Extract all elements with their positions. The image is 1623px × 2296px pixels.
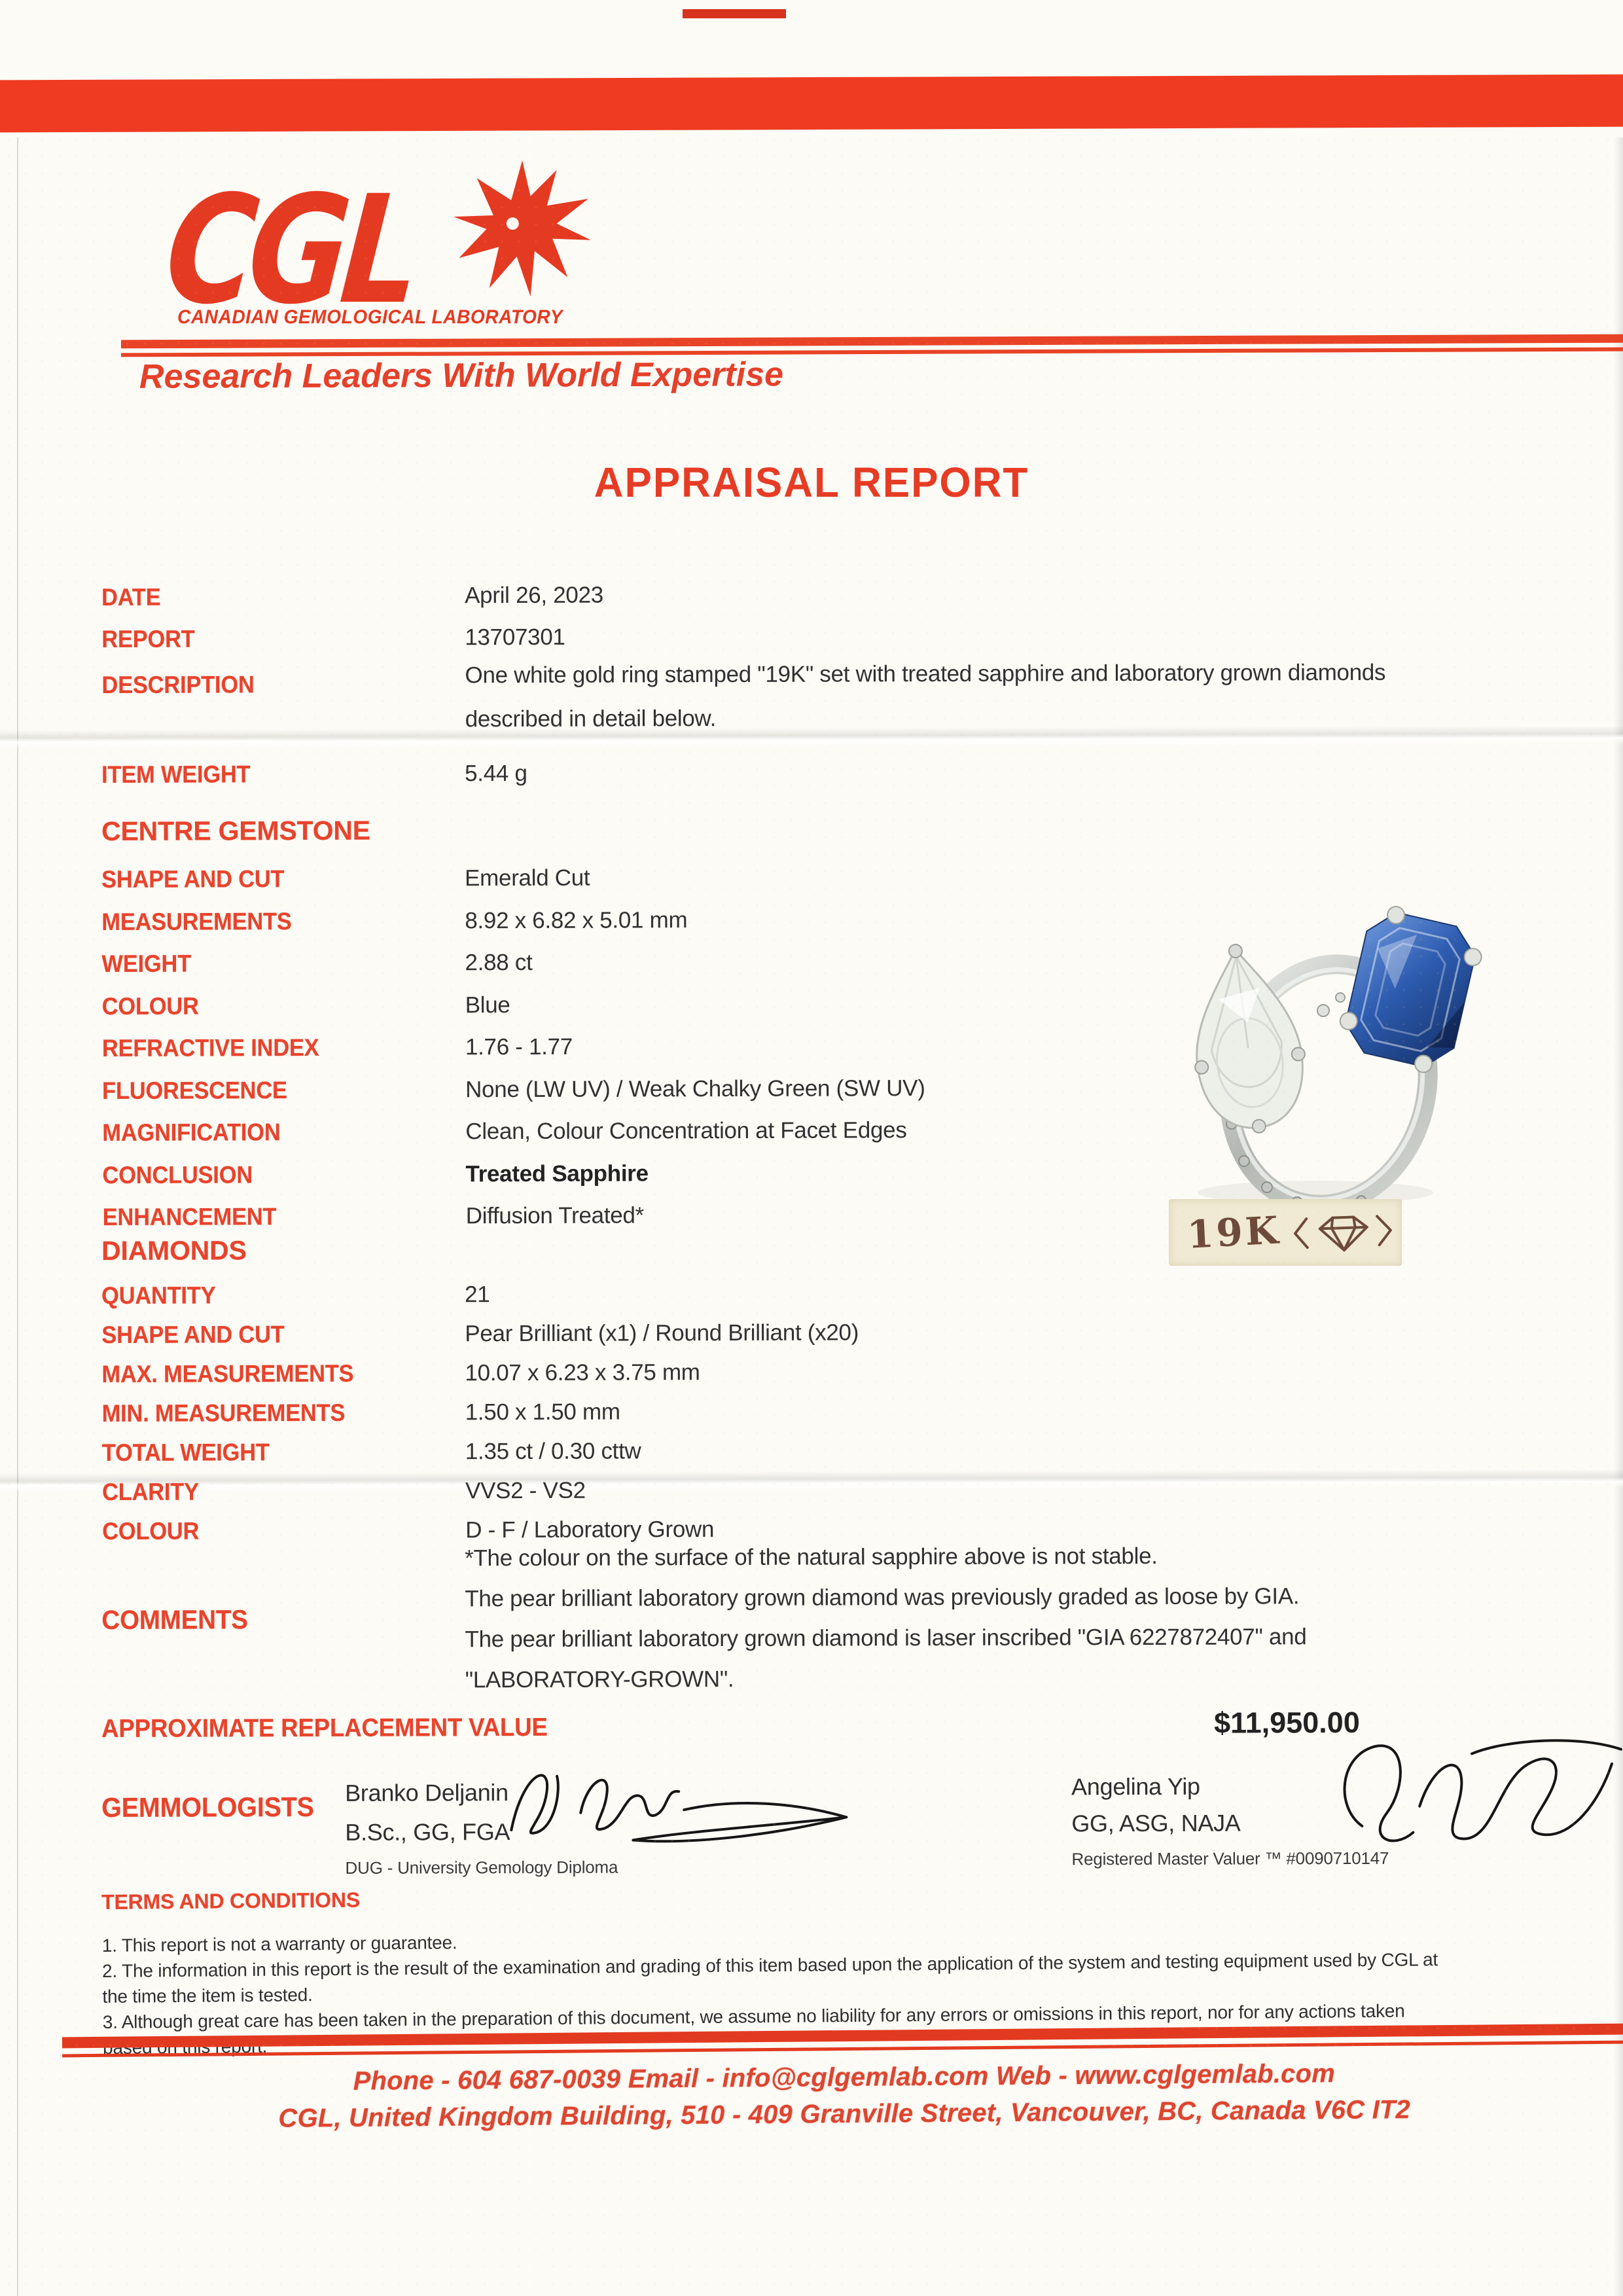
cgl-logo: CGL CANADIAN GEMOLOGICAL LABORATORY xyxy=(160,160,756,391)
signature-angelina xyxy=(1343,1739,1622,1842)
field-label: REPORT xyxy=(101,625,195,653)
gemmologist-name: Branko Deljanin xyxy=(345,1779,508,1806)
field-label: SHAPE AND CUT xyxy=(101,865,285,893)
field-value: 13707301 xyxy=(465,624,565,651)
pear-diamond xyxy=(1194,944,1306,1134)
paper-edge xyxy=(1614,137,1623,2296)
comments-section: COMMENTS *The colour on the surface of t… xyxy=(101,1535,1588,1710)
field-label: MIN. MEASUREMENTS xyxy=(101,1399,346,1427)
field-label: CLARITY xyxy=(101,1478,199,1505)
field-value: 8.92 x 6.82 x 5.01 mm xyxy=(465,906,688,933)
field-label: DATE xyxy=(101,583,161,611)
field-value: 2.88 ct xyxy=(465,949,533,976)
terms-header: TERMS AND CONDITIONS xyxy=(101,1888,361,1914)
ring-photo xyxy=(1194,906,1482,1215)
field-label: APPROXIMATE REPLACEMENT VALUE xyxy=(101,1713,548,1743)
comments-lines: *The colour on the surface of the natura… xyxy=(465,1535,1307,1700)
field-value: 1.35 ct / 0.30 cttw xyxy=(465,1438,641,1465)
field-value: VVS2 - VS2 xyxy=(465,1477,586,1504)
field-value: 5.44 g xyxy=(465,760,527,787)
field-label: DESCRIPTION xyxy=(101,671,255,698)
text-line: *The colour on the surface of the natura… xyxy=(465,1543,1158,1571)
field-label: COLOUR xyxy=(101,992,199,1020)
field-row: QUANTITY 21 xyxy=(101,1272,1587,1316)
field-value: Diffusion Treated* xyxy=(465,1202,644,1229)
field-label: GEMMOLOGISTS xyxy=(101,1791,314,1823)
field-label: ITEM WEIGHT xyxy=(101,761,251,788)
header-red-band xyxy=(0,74,1623,133)
signature-branko xyxy=(510,1774,848,1843)
field-value: Blue xyxy=(465,992,510,1018)
tagline: Research Leaders With World Expertise xyxy=(139,355,784,396)
field-value: None (LW UV) / Weak Chalky Green (SW UV) xyxy=(465,1075,925,1102)
field-value: Treated Sapphire xyxy=(465,1160,649,1187)
item-weight-section: ITEM WEIGHT 5.44 g xyxy=(101,749,1587,796)
field-row: MIN. MEASUREMENTS 1.50 x 1.50 mm xyxy=(102,1390,1588,1433)
field-label: REFRACTIVE INDEX xyxy=(101,1033,319,1062)
page-title: APPRAISAL REPORT xyxy=(594,459,1029,506)
field-label: COMMENTS xyxy=(101,1604,248,1635)
field-row: SHAPE AND CUT Pear Brilliant (x1) / Round… xyxy=(101,1311,1587,1355)
section-header: CENTRE GEMSTONE xyxy=(101,815,371,846)
field-label: MAGNIFICATION xyxy=(102,1119,281,1146)
gemmologists-section: GEMMOLOGISTS Branko Deljanin B.Sc., GG, … xyxy=(101,1739,1622,1905)
gemmologist-credentials: B.Sc., GG, FGA xyxy=(345,1818,510,1846)
field-label: MEASUREMENTS xyxy=(101,907,292,935)
field-row: TOTAL WEIGHT 1.35 ct / 0.30 cttw xyxy=(102,1429,1588,1473)
field-label: MAX. MEASUREMENTS xyxy=(101,1359,354,1388)
cgl-logo-text: CGL xyxy=(159,163,421,337)
gemmologist-name: Angelina Yip xyxy=(1071,1772,1200,1801)
field-row: MAX. MEASUREMENTS 10.07 x 6.23 x 3.75 mm xyxy=(101,1350,1587,1394)
field-value: Pear Brilliant (x1) / Round Brilliant (x… xyxy=(465,1319,859,1347)
field-label: FLUORESCENCE xyxy=(102,1076,287,1104)
text-line: The pear brilliant laboratory grown diam… xyxy=(465,1624,1307,1653)
footer: Phone - 604 687-0039 Email - info@cglgem… xyxy=(92,2053,1597,2138)
field-value: Clean, Colour Concentration at Facet Edg… xyxy=(465,1117,907,1145)
field-label: CONCLUSION xyxy=(102,1160,253,1189)
field-value: 1.76 - 1.77 xyxy=(465,1033,573,1060)
metal-stamp-photo: 19K xyxy=(1169,1199,1402,1266)
section-header: DIAMONDS xyxy=(101,1235,247,1266)
field-value: Emerald Cut xyxy=(465,865,590,891)
field-row: CLARITY VVS2 - VS2 xyxy=(102,1468,1588,1512)
field-label: QUANTITY xyxy=(101,1282,216,1309)
stamp-text: 19K xyxy=(1186,1208,1282,1257)
paper-edge xyxy=(17,137,18,2296)
makers-mark-icon xyxy=(1294,1215,1393,1252)
field-value: April 26, 2023 xyxy=(465,582,603,609)
gemmologist-credentials: GG, ASG, NAJA xyxy=(1071,1809,1241,1837)
field-value: One white gold ring stamped "19K" set wi… xyxy=(465,659,1386,732)
field-label: ENHANCEMENT xyxy=(102,1203,277,1230)
field-label: WEIGHT xyxy=(101,950,192,977)
meta-section: DATE April 26, 2023 REPORT 13707301 DESC… xyxy=(101,571,1588,753)
starburst-icon xyxy=(454,160,591,296)
logo-subtitle: CANADIAN GEMOLOGICAL LABORATORY xyxy=(177,306,563,328)
text-line: The pear brilliant laboratory grown diam… xyxy=(465,1583,1300,1612)
field-label: TOTAL WEIGHT xyxy=(101,1439,270,1466)
diamonds-rows: QUANTITY 21 SHAPE AND CUT Pear Brilliant (x… xyxy=(101,1272,1588,1551)
field-value: 10.07 x 6.23 x 3.75 mm xyxy=(465,1359,700,1386)
sapphire xyxy=(1339,906,1482,1073)
field-label: SHAPE AND CUT xyxy=(101,1321,285,1348)
scan-artifact-dash xyxy=(683,9,786,18)
field-value: 21 xyxy=(465,1282,490,1308)
field-value: 1.50 x 1.50 mm xyxy=(465,1399,620,1426)
text-line: "LABORATORY-GROWN". xyxy=(465,1666,734,1693)
